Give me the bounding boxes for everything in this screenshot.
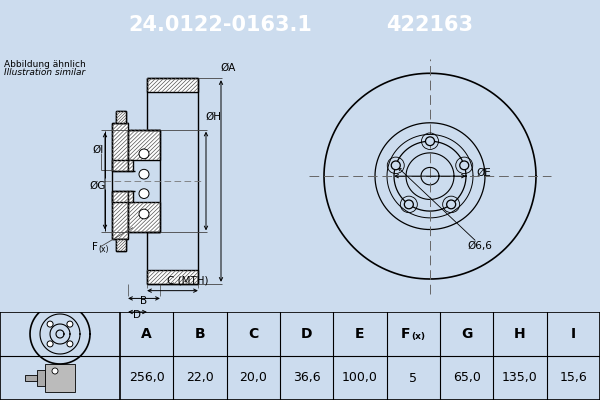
Text: 256,0: 256,0 [129, 372, 164, 384]
Bar [128, 202, 160, 232]
Circle shape [139, 149, 149, 159]
Bar [116, 111, 126, 123]
Text: A: A [141, 327, 152, 341]
Text: ØA: ØA [220, 63, 236, 73]
Bar [128, 160, 133, 171]
Bar [147, 270, 198, 284]
Text: F: F [401, 327, 410, 341]
Circle shape [139, 209, 149, 219]
Text: C: C [248, 327, 259, 341]
Text: ØH: ØH [205, 112, 221, 122]
Text: ØG: ØG [90, 181, 106, 191]
Text: ØE: ØE [476, 168, 491, 178]
Text: Ø6,6: Ø6,6 [467, 241, 493, 251]
Text: (x): (x) [412, 332, 425, 342]
Circle shape [404, 200, 413, 209]
Text: 65,0: 65,0 [453, 372, 481, 384]
Circle shape [446, 200, 455, 209]
Circle shape [67, 321, 73, 327]
Text: 24.0122-0163.1: 24.0122-0163.1 [128, 15, 312, 35]
Text: 22,0: 22,0 [186, 372, 214, 384]
Text: ØI: ØI [92, 145, 104, 155]
Text: B: B [194, 327, 205, 341]
Text: 100,0: 100,0 [342, 372, 378, 384]
Bar [147, 78, 198, 92]
Text: (x): (x) [98, 245, 109, 254]
Text: D: D [133, 310, 142, 320]
Text: B: B [140, 296, 148, 306]
Text: Illustration similar: Illustration similar [4, 68, 85, 78]
Text: I: I [571, 327, 576, 341]
Circle shape [460, 161, 469, 170]
Text: H: H [514, 327, 526, 341]
Text: E: E [355, 327, 365, 341]
Text: 15,6: 15,6 [559, 372, 587, 384]
Text: 36,6: 36,6 [293, 372, 320, 384]
Bar [112, 123, 128, 171]
Bar [112, 191, 128, 239]
Bar [25, 375, 37, 381]
Bar [37, 370, 45, 386]
Circle shape [139, 189, 149, 198]
Circle shape [391, 161, 400, 170]
Circle shape [139, 169, 149, 179]
Circle shape [425, 137, 434, 146]
Circle shape [47, 321, 53, 327]
Circle shape [47, 341, 53, 347]
Text: C (MTH): C (MTH) [167, 276, 208, 286]
Text: 5: 5 [409, 372, 418, 384]
Text: F: F [92, 242, 98, 252]
Text: D: D [301, 327, 313, 341]
Text: G: G [461, 327, 472, 341]
Circle shape [67, 341, 73, 347]
Circle shape [52, 368, 58, 374]
Bar [45, 364, 75, 392]
Bar [116, 239, 126, 251]
Text: 135,0: 135,0 [502, 372, 538, 384]
Text: Abbildung ähnlich: Abbildung ähnlich [4, 60, 86, 69]
Text: 20,0: 20,0 [239, 372, 267, 384]
Bar [128, 191, 133, 202]
Bar [128, 130, 160, 160]
Text: 422163: 422163 [386, 15, 473, 35]
